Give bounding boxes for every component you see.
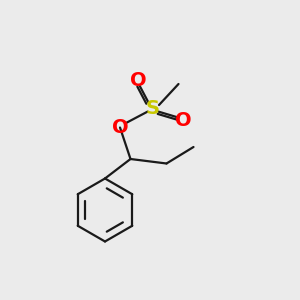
Text: O: O xyxy=(130,71,146,91)
Text: O: O xyxy=(175,110,191,130)
Text: O: O xyxy=(112,118,128,137)
Text: S: S xyxy=(146,98,160,118)
